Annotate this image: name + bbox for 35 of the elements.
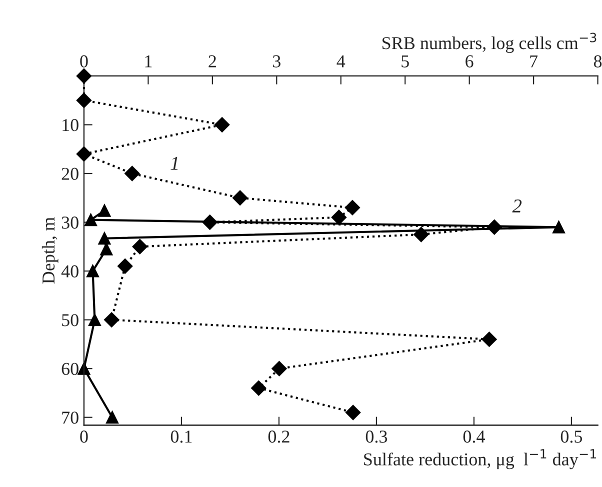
x-axis-title: Sulfate reduction, μg l$^{−1}$ day$^{−1}$: [364, 449, 596, 470]
x2-tick-label: 5: [402, 55, 409, 68]
point: [98, 204, 111, 217]
y-tick-label: 10: [62, 119, 78, 132]
point: [84, 214, 98, 226]
series-label: 2: [512, 200, 522, 212]
x-tick-label: 0.4: [463, 430, 485, 443]
point: [78, 362, 90, 375]
y-tick-label: 70: [62, 412, 78, 424]
x-tick-label: 0.3: [366, 430, 388, 443]
point: [98, 232, 111, 245]
y-tick-label: 50: [62, 314, 78, 326]
x2-tick-label: 8: [594, 55, 602, 68]
x2-tick-label: 1: [145, 55, 152, 68]
point: [552, 220, 566, 234]
y-axis-title: Depth, m: [42, 217, 58, 284]
x2-tick-label: 7: [530, 55, 538, 68]
x2-tick-label: 3: [273, 55, 280, 68]
x-tick-label: 0.1: [170, 430, 192, 443]
x2-tick-label: 2: [208, 55, 216, 68]
point: [106, 411, 119, 424]
x-tick-label: 0: [80, 430, 88, 443]
x2-axis-title: SRB numbers, log cells cm$^{−3}$: [382, 32, 596, 53]
x2-tick-label: 4: [336, 55, 346, 68]
y-tick-label: 30: [62, 216, 78, 229]
y-tick-label: 60: [62, 362, 78, 376]
y-tick-label: 20: [62, 168, 78, 180]
x2-tick-label: 0: [80, 55, 88, 68]
point: [86, 264, 100, 278]
x-tick-label: 0.5: [560, 430, 582, 443]
y-tick-label: 40: [61, 265, 78, 278]
point: [88, 314, 101, 326]
x-tick-label: 0.2: [268, 430, 290, 443]
series-label: 1: [170, 156, 178, 170]
x2-tick-label: 6: [466, 55, 474, 68]
